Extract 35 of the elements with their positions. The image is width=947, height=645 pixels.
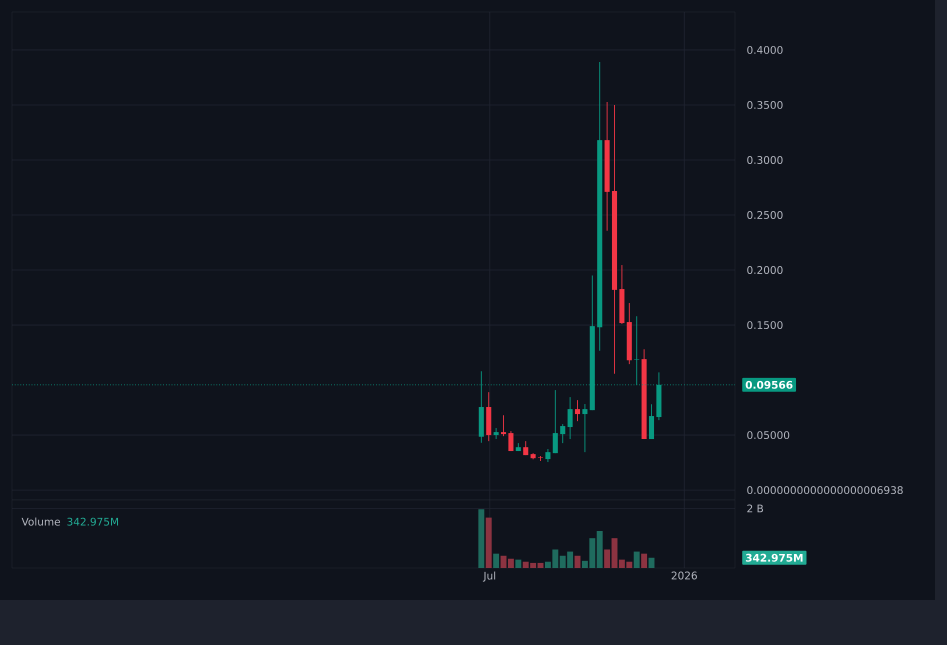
text: Volume bbox=[22, 518, 60, 526]
candlestick bbox=[648, 404, 654, 440]
candlestick bbox=[574, 400, 580, 422]
bar bbox=[634, 552, 640, 568]
x-tick-label: 2026 bbox=[672, 572, 697, 580]
bar bbox=[478, 509, 484, 568]
candlestick bbox=[494, 428, 499, 440]
y-tick-label: 0.2000 bbox=[747, 266, 783, 274]
y-tick-label: 0.2500 bbox=[747, 211, 783, 219]
bar bbox=[486, 518, 492, 568]
y-tick-label: 0.1500 bbox=[747, 321, 783, 330]
bar bbox=[641, 554, 648, 568]
candlestick bbox=[538, 456, 544, 462]
y-tick-label: 0.05000 bbox=[747, 431, 790, 440]
candlestick bbox=[552, 390, 558, 454]
y-tick-label: 0.3000 bbox=[747, 156, 783, 164]
bar bbox=[493, 554, 500, 568]
candlestick bbox=[560, 424, 566, 444]
y-tick-label: 0.3500 bbox=[747, 101, 783, 109]
x-tick-label: Jul bbox=[482, 572, 496, 582]
y-tick-label: 0.0000000000000000006938 bbox=[747, 486, 903, 494]
y-tick-label: 2 B bbox=[747, 504, 764, 512]
candlestick bbox=[568, 396, 573, 440]
candlestick bbox=[500, 414, 506, 437]
y-tick-label: 0.4000 bbox=[747, 46, 783, 54]
candlestick bbox=[508, 430, 514, 452]
text: 342.975M bbox=[67, 518, 118, 526]
bar bbox=[648, 558, 654, 568]
candlestick bbox=[582, 404, 588, 453]
candlestick bbox=[545, 448, 550, 462]
bar bbox=[574, 556, 580, 568]
bar bbox=[515, 560, 522, 568]
candlestick bbox=[523, 440, 528, 456]
text: 342.975M bbox=[746, 554, 803, 562]
ref-line-label: 0.09566 bbox=[746, 380, 792, 389]
